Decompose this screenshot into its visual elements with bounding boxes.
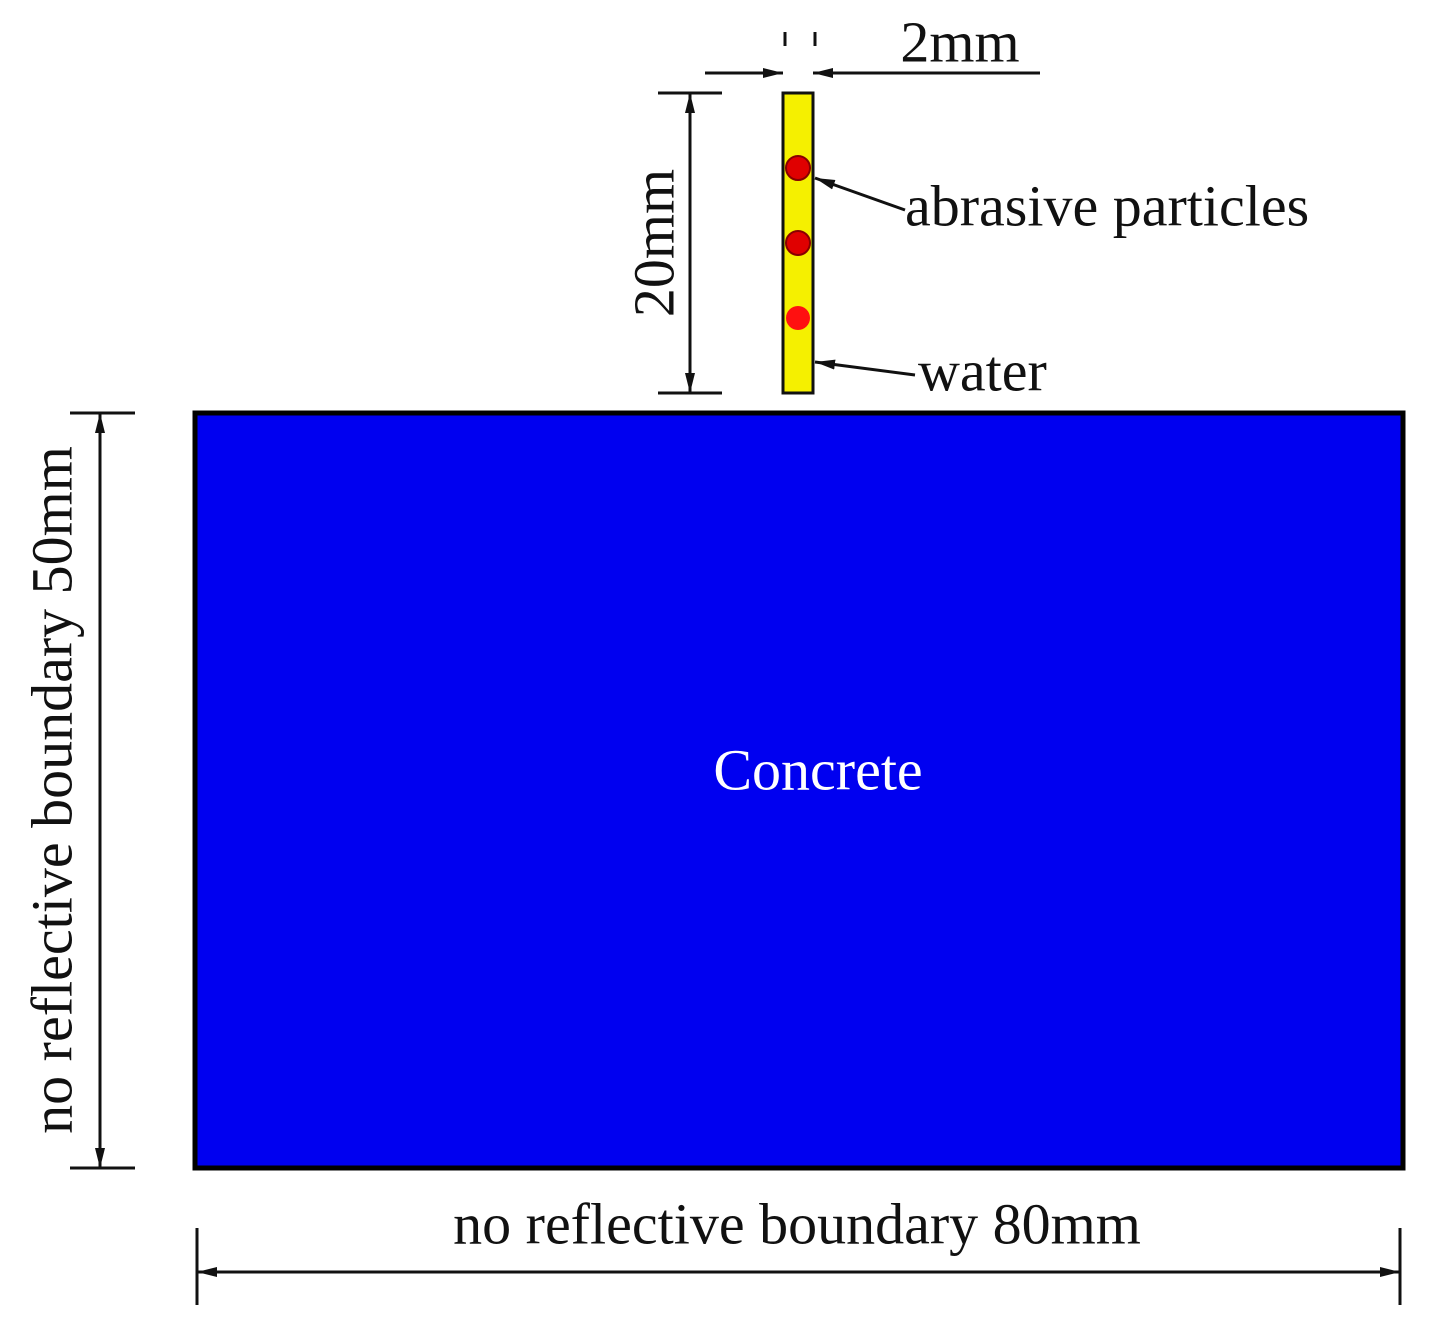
- particle: [785, 230, 811, 256]
- water-label: water: [918, 338, 1047, 403]
- leader: [814, 359, 916, 377]
- particle: [785, 155, 811, 181]
- concrete-block: [192, 410, 1406, 1171]
- left-boundary-label: no reflective boundary 50mm: [19, 446, 84, 1134]
- material-label: Concrete: [713, 737, 922, 802]
- particle: [786, 306, 810, 330]
- particles-label: abrasive particles: [905, 173, 1309, 238]
- leader: [814, 176, 906, 212]
- width-label: 2mm: [900, 9, 1019, 74]
- bottom-boundary-label: no reflective boundary 80mm: [453, 1191, 1141, 1256]
- height-label: 20mm: [621, 169, 686, 317]
